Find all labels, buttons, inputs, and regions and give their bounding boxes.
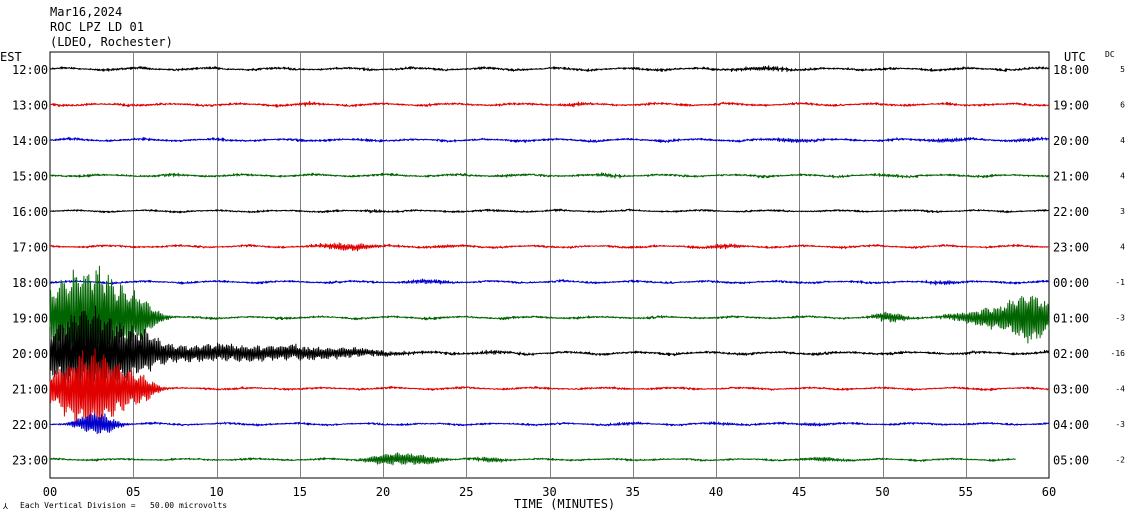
est-time-label: 20:00 <box>12 347 48 361</box>
dc-value: 4 <box>1120 243 1125 252</box>
utc-time-label: 18:00 <box>1053 63 1089 77</box>
est-time-label: 19:00 <box>12 312 48 326</box>
x-tick-label: 30 <box>542 485 556 499</box>
trace-line <box>49 242 1049 252</box>
dc-value: -16 <box>1111 349 1126 358</box>
x-tick-label: 50 <box>875 485 889 499</box>
est-time-label: 18:00 <box>12 276 48 290</box>
row-labels: 12:00 18:00 5 13:00 19:00 6 14:00 20:00 4 15:00 21… <box>12 63 1125 468</box>
trace-line <box>49 413 1050 435</box>
dc-value: 6 <box>1120 101 1125 110</box>
dc-header: DC <box>1105 50 1115 59</box>
trace-line <box>49 305 1050 398</box>
dc-value: -2 <box>1115 456 1125 465</box>
dc-value: -3 <box>1115 420 1125 429</box>
est-time-label: 22:00 <box>12 418 48 432</box>
est-time-label: 23:00 <box>12 454 48 468</box>
est-time-label: 12:00 <box>12 63 48 77</box>
est-time-label: 16:00 <box>12 205 48 219</box>
trace-line <box>49 278 1049 286</box>
est-time-label: 21:00 <box>12 383 48 397</box>
x-tick-label: 40 <box>709 485 723 499</box>
utc-time-label: 05:00 <box>1053 454 1089 468</box>
x-tick-label: 60 <box>1042 485 1056 499</box>
trace-line <box>49 65 1050 73</box>
trace-line <box>49 208 1050 214</box>
utc-axis-label: UTC <box>1064 50 1086 64</box>
trace-line <box>49 136 1050 143</box>
scale-note: Each Vertical Division = 50.00 microvolt… <box>20 501 227 510</box>
utc-time-label: 03:00 <box>1053 383 1089 397</box>
x-tick-label: 05 <box>126 485 140 499</box>
utc-time-label: 22:00 <box>1053 205 1089 219</box>
header-date: Mar16,2024 <box>50 5 122 19</box>
x-tick-label: 25 <box>459 485 473 499</box>
x-axis-title: TIME (MINUTES) <box>514 497 615 511</box>
x-tick-label: 00 <box>43 485 57 499</box>
trace-line <box>49 172 1050 179</box>
dc-value: -4 <box>1115 385 1125 394</box>
utc-time-label: 04:00 <box>1053 418 1089 432</box>
utc-time-label: 01:00 <box>1053 312 1089 326</box>
est-time-label: 15:00 <box>12 170 48 184</box>
dc-value: 5 <box>1120 65 1125 74</box>
utc-time-label: 00:00 <box>1053 276 1089 290</box>
trace-line <box>49 348 1050 428</box>
dc-value: 3 <box>1120 207 1125 216</box>
trace-line <box>49 265 1050 372</box>
utc-time-label: 21:00 <box>1053 170 1089 184</box>
trace-line <box>49 452 1016 466</box>
x-tick-label: 55 <box>959 485 973 499</box>
traces <box>49 65 1050 466</box>
dc-value: -3 <box>1115 314 1125 323</box>
dc-value: -1 <box>1115 278 1125 287</box>
x-tick-labels: 00 05 10 15 20 25 30 35 40 45 50 55 60 <box>43 485 1056 499</box>
x-tick-label: 20 <box>376 485 390 499</box>
x-tick-label: 10 <box>209 485 223 499</box>
x-tick-label: 35 <box>626 485 640 499</box>
footer-mark: ⅄ <box>2 502 8 511</box>
header-network: (LDEO, Rochester) <box>50 35 173 49</box>
est-axis-label: EST <box>0 50 22 64</box>
est-time-label: 13:00 <box>12 99 48 113</box>
dc-value: 4 <box>1120 136 1125 145</box>
dc-value: 4 <box>1120 172 1125 181</box>
plot-frame <box>49 51 1050 479</box>
header-station: ROC LPZ LD 01 <box>50 20 144 34</box>
utc-time-label: 20:00 <box>1053 134 1089 148</box>
x-tick-label: 45 <box>792 485 806 499</box>
x-tick-label: 15 <box>293 485 307 499</box>
est-time-label: 14:00 <box>12 134 48 148</box>
trace-line <box>49 100 1050 108</box>
utc-time-label: 02:00 <box>1053 347 1089 361</box>
utc-time-label: 19:00 <box>1053 99 1089 113</box>
est-time-label: 17:00 <box>12 241 48 255</box>
utc-time-label: 23:00 <box>1053 241 1089 255</box>
grid <box>49 51 1050 479</box>
